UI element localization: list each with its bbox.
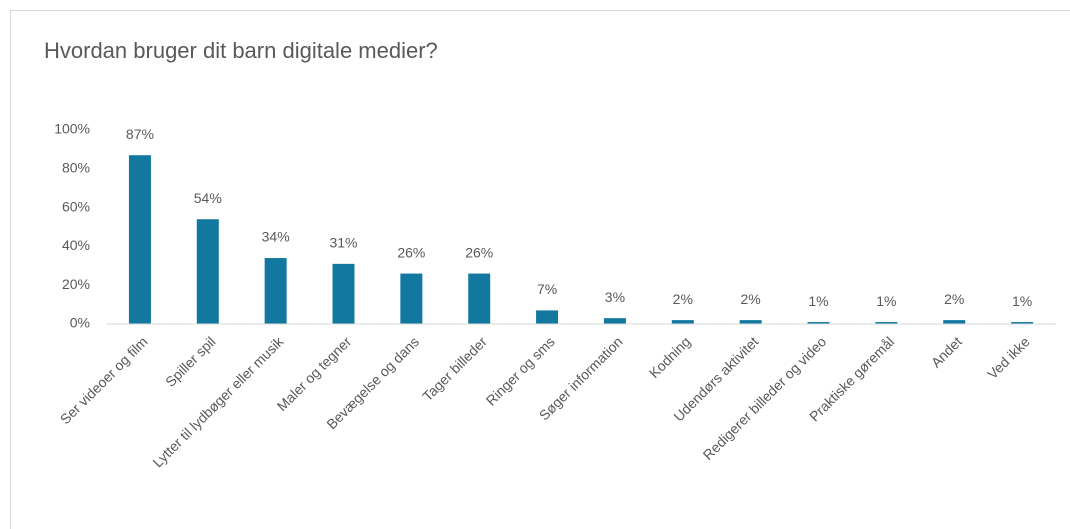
- data-label: 2%: [741, 291, 761, 307]
- data-label: 34%: [262, 229, 290, 245]
- bar: [196, 219, 219, 324]
- y-tick-label: 40%: [62, 237, 90, 253]
- data-label: 2%: [673, 291, 693, 307]
- y-tick-label: 80%: [62, 160, 90, 176]
- y-tick-label: 100%: [54, 121, 90, 137]
- y-tick-label: 60%: [62, 198, 90, 214]
- bar: [1011, 322, 1034, 324]
- bar: [128, 155, 151, 324]
- bar: [468, 273, 491, 324]
- chart-border: [10, 10, 1070, 529]
- bar: [875, 322, 898, 324]
- data-label: 2%: [944, 291, 964, 307]
- bar: [671, 320, 694, 324]
- bar: [400, 273, 423, 324]
- data-label: 87%: [126, 126, 154, 142]
- data-label: 26%: [465, 244, 493, 260]
- data-label: 7%: [537, 281, 557, 297]
- data-label: 26%: [397, 244, 425, 260]
- chart-title: Hvordan bruger dit barn digitale medier?: [44, 38, 438, 63]
- bar: [807, 322, 830, 324]
- bar: [536, 310, 559, 324]
- data-label: 3%: [605, 289, 625, 305]
- bar: [943, 320, 966, 324]
- data-label: 1%: [1012, 293, 1032, 309]
- data-label: 1%: [876, 293, 896, 309]
- data-label: 31%: [329, 235, 357, 251]
- bar: [332, 263, 355, 324]
- bar: [739, 320, 762, 324]
- bar: [603, 318, 626, 324]
- bar: [264, 258, 287, 324]
- y-tick-label: 20%: [62, 276, 90, 292]
- data-label: 1%: [808, 293, 828, 309]
- data-label: 54%: [194, 190, 222, 206]
- y-tick-label: 0%: [70, 315, 90, 331]
